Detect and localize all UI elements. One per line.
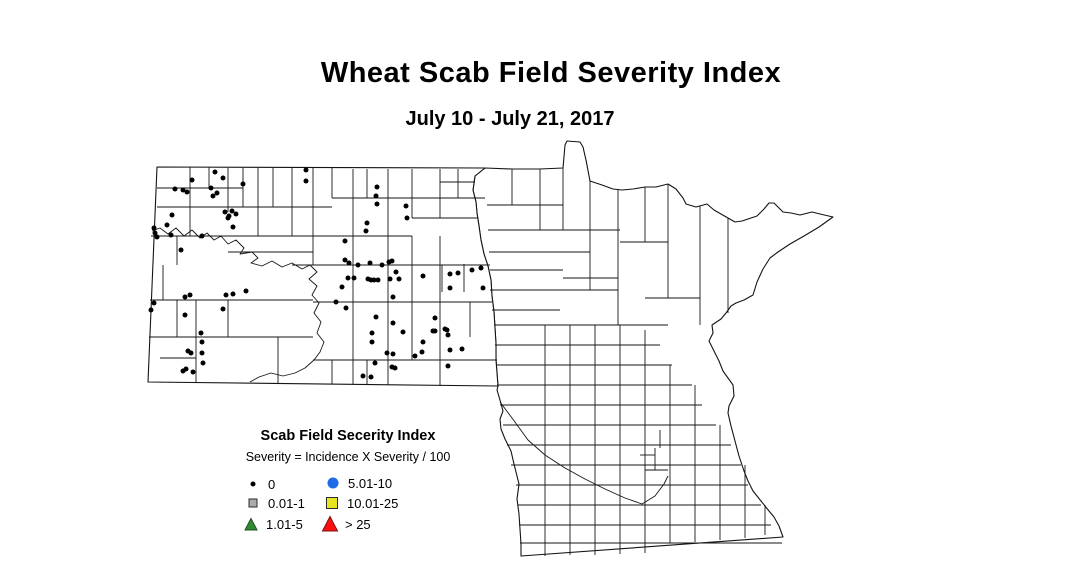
square-icon <box>326 497 338 509</box>
severity-data-points <box>148 167 486 380</box>
legend-item-over-25: > 25 <box>321 514 371 534</box>
legend-title: Scab Field Secerity Index <box>260 428 436 444</box>
circle-icon <box>327 477 339 489</box>
legend-label: 5.01-10 <box>348 475 393 491</box>
figure-subtitle: July 10 - July 21, 2017 <box>405 108 615 130</box>
small-square-icon <box>248 498 258 508</box>
legend-item-zero: 0 <box>244 474 275 494</box>
legend-item-5-01-10: 5.01-10 <box>324 473 392 493</box>
minnesota-shape <box>472 140 834 557</box>
legend-item-10-01-25: 10.01-25 <box>323 493 398 513</box>
minnesota-river-line <box>499 401 669 505</box>
legend-item-1-01-5: 1.01-5 <box>242 514 303 534</box>
legend-label: 10.01-25 <box>347 495 399 511</box>
triangle-icon <box>321 515 339 532</box>
legend-item-0-01-1: 0.01-1 <box>244 493 305 513</box>
legend-label: 1.01-5 <box>266 516 303 532</box>
legend-label: > 25 <box>345 516 371 532</box>
figure-title: Wheat Scab Field Severity Index <box>320 57 782 89</box>
minnesota-county-borders <box>487 168 782 556</box>
legend-label: 0 <box>268 476 276 492</box>
legend-formula: Severity = Incidence X Severity / 100 <box>245 450 451 464</box>
small-triangle-icon <box>244 517 258 531</box>
small-dot-icon <box>250 481 256 487</box>
north-dakota-county-borders <box>149 167 497 386</box>
legend-label: 0.01-1 <box>268 495 305 511</box>
